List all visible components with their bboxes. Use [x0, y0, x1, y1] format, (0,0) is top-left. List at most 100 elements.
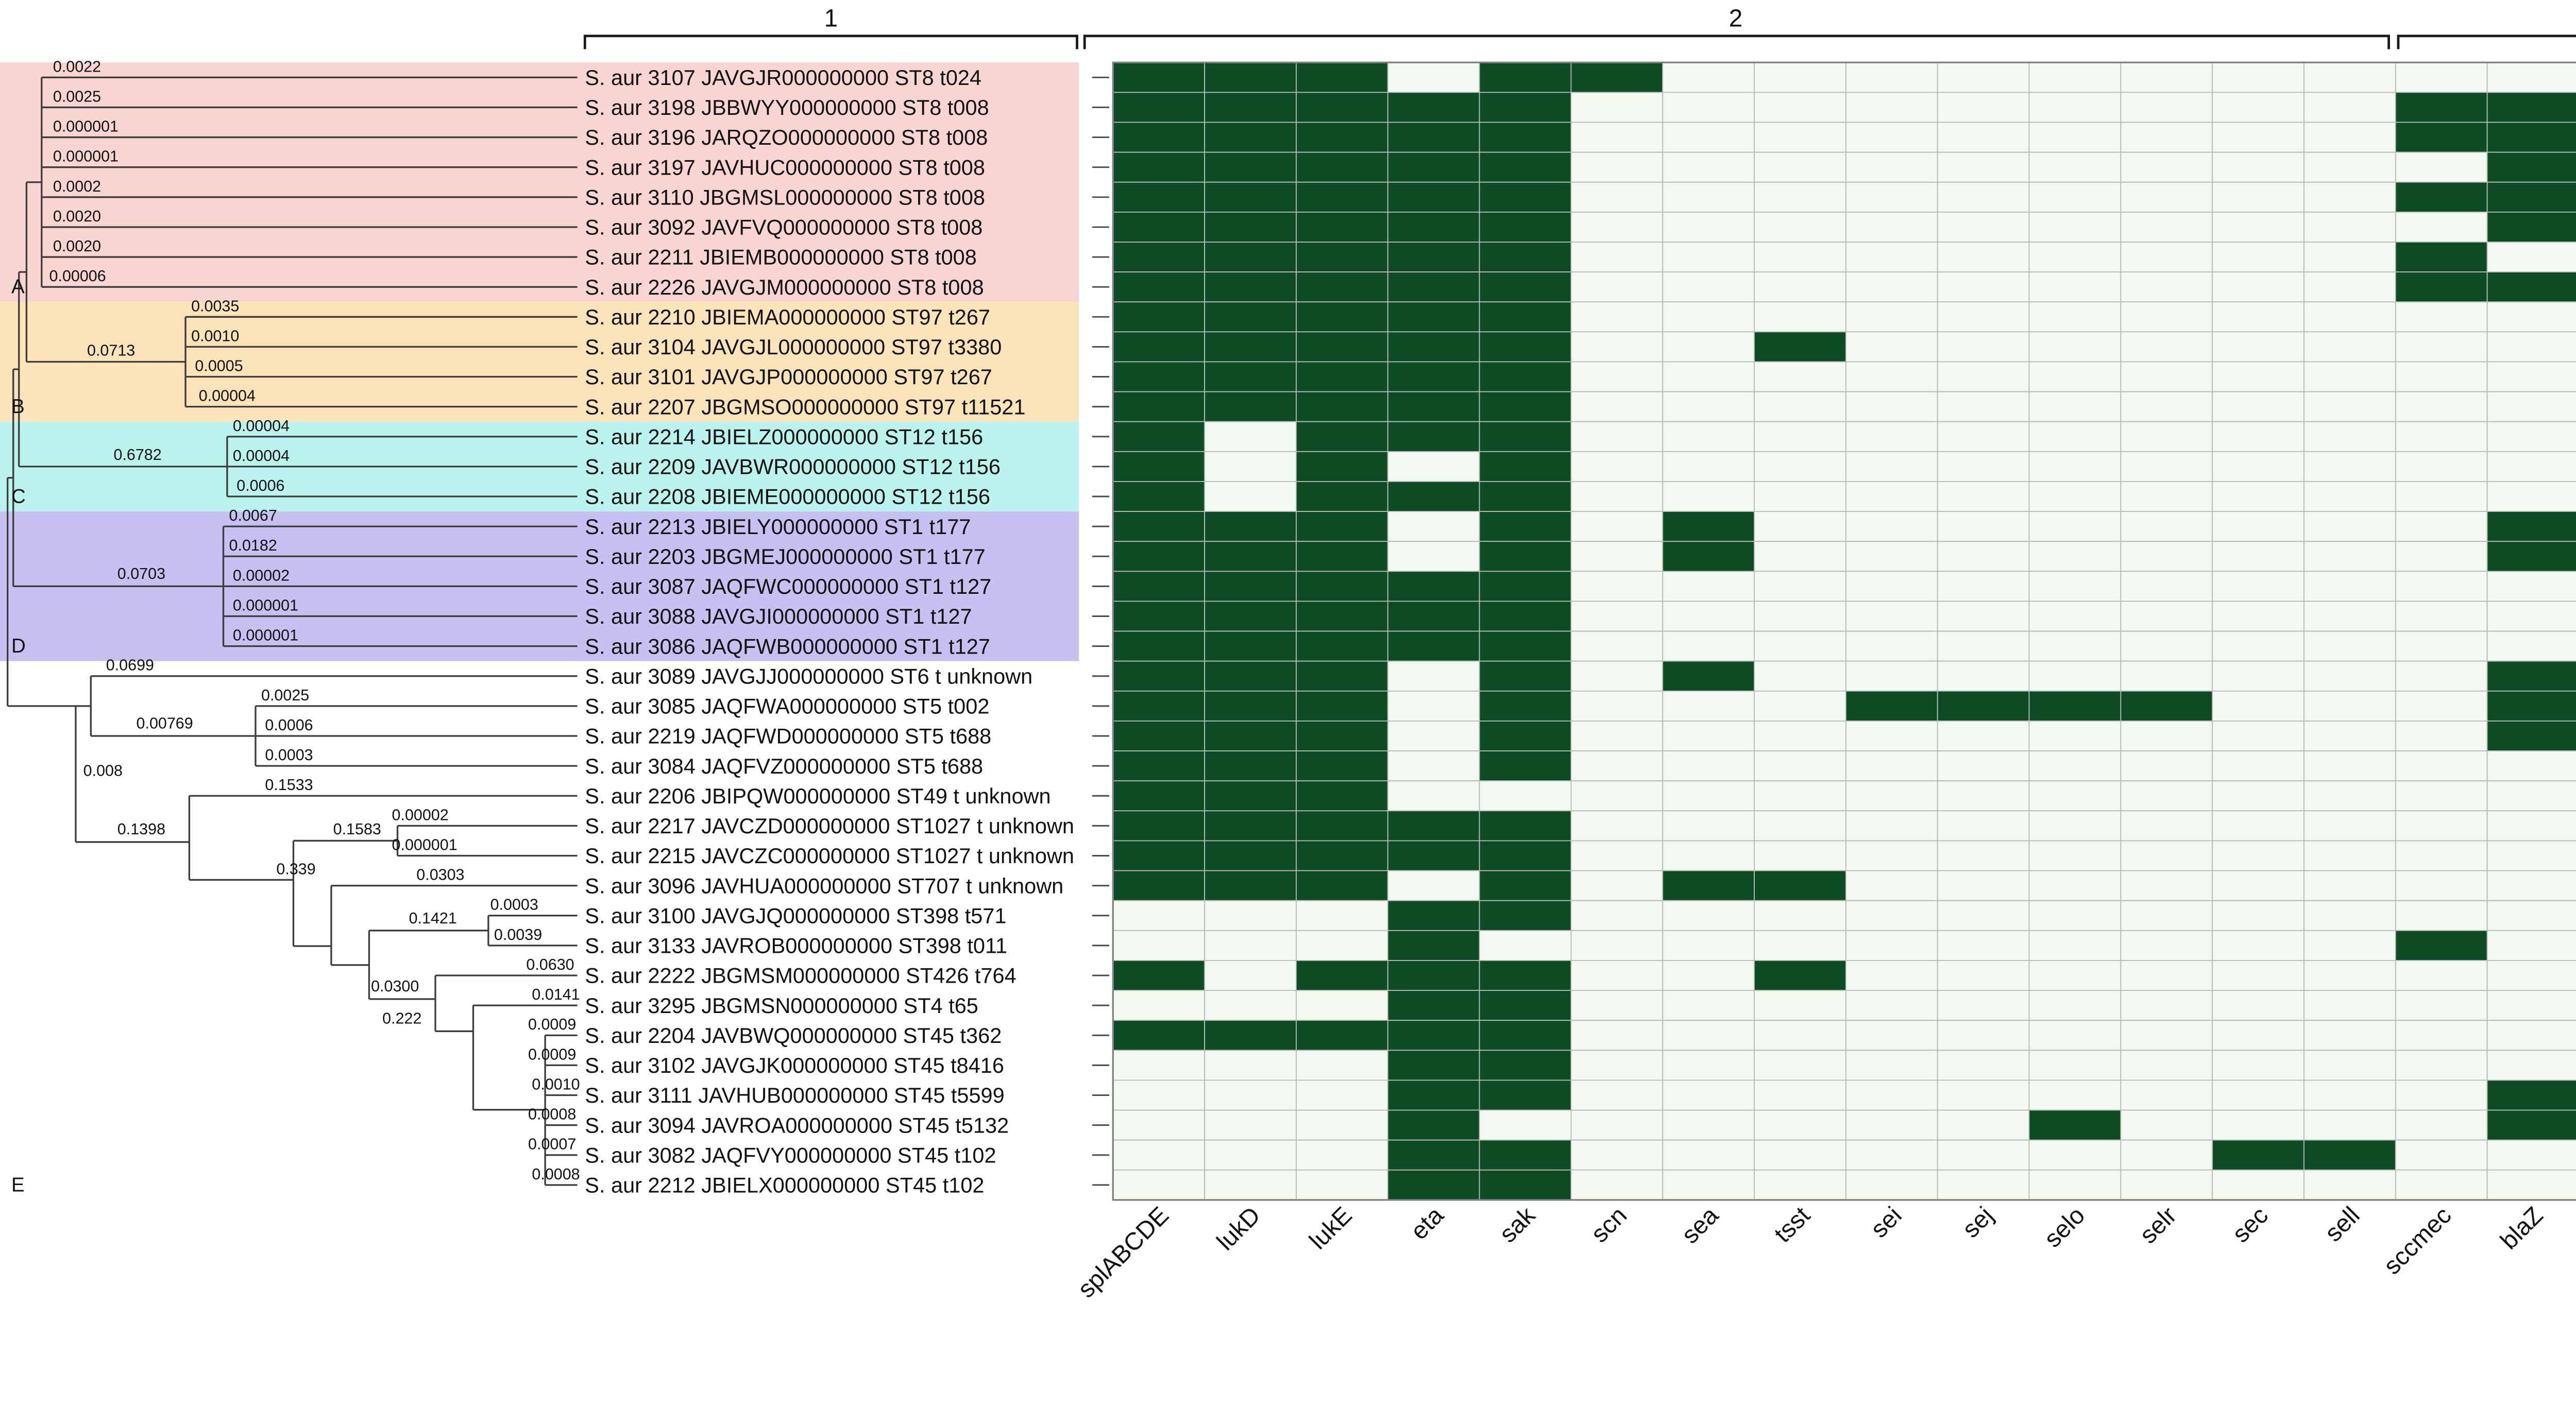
heatmap-cell — [2395, 1139, 2488, 1171]
heatmap-cell — [1662, 601, 1755, 632]
heatmap-cell — [1570, 92, 1664, 123]
branch-length-label: 0.0008 — [528, 1106, 576, 1123]
heatmap-cell — [2303, 361, 2396, 392]
heatmap-cell — [1662, 151, 1755, 183]
heatmap-cell — [1479, 960, 1572, 991]
heatmap-cell — [2028, 660, 2122, 692]
branch-length-label: 0.0182 — [229, 537, 277, 554]
heatmap-cell — [1662, 1050, 1755, 1081]
heatmap-cell — [1112, 601, 1206, 632]
heatmap-cell — [2120, 750, 2213, 782]
branch-length-label: 0.000001 — [53, 118, 118, 135]
heatmap-cell — [1662, 990, 1755, 1021]
heatmap-cell — [1296, 211, 1388, 243]
heatmap-cell — [2028, 571, 2122, 602]
heatmap-cell — [2395, 780, 2488, 812]
heatmap-cell — [1479, 990, 1572, 1021]
heatmap-cell — [1387, 660, 1480, 692]
heatmap-cell — [2028, 271, 2122, 303]
heatmap-cell — [1754, 660, 1846, 692]
heatmap-cell — [2486, 271, 2576, 303]
strain-label: S. aur 3295 JBGMSN000000000 ST4 t65 — [585, 993, 978, 1018]
heatmap-cell — [1754, 361, 1846, 392]
heatmap-cell — [1387, 511, 1480, 542]
heatmap-cell — [1845, 780, 1938, 812]
heatmap-cell — [2212, 750, 2304, 782]
heatmap-cell — [1662, 541, 1755, 572]
heatmap-cell — [1479, 211, 1572, 243]
heatmap-cell — [2120, 660, 2213, 692]
heatmap-cell — [2120, 601, 2213, 632]
heatmap-cell — [2120, 960, 2213, 991]
heatmap-cell — [1662, 1169, 1755, 1201]
heatmap-cell — [2395, 421, 2488, 452]
heatmap-cell — [1845, 301, 1938, 333]
heatmap-cell — [1204, 900, 1297, 931]
gene-presence-heatmap — [1112, 61, 2576, 1201]
heatmap-cell — [1845, 511, 1938, 542]
heatmap-cell — [2303, 630, 2396, 662]
heatmap-cell — [1662, 571, 1755, 602]
heatmap-cell — [1296, 361, 1388, 392]
heatmap-cell — [2486, 810, 2576, 842]
heatmap-cell — [1937, 451, 2030, 482]
heatmap-cell — [2028, 511, 2122, 542]
heatmap-cell — [2486, 62, 2576, 93]
heatmap-cell — [2120, 1109, 2213, 1141]
phylogenetic-tree — [7, 76, 578, 1186]
heatmap-cell — [1479, 391, 1572, 422]
heatmap-cell — [1387, 990, 1480, 1021]
heatmap-cell — [1479, 301, 1572, 333]
clade-label-C: C — [11, 486, 26, 508]
heatmap-cell — [2395, 630, 2488, 662]
section-brackets: 1 2 3 — [583, 5, 2576, 49]
branch-length-label: 0.0699 — [106, 657, 154, 674]
heatmap-cell — [2120, 1139, 2213, 1171]
heatmap-cell — [1754, 181, 1846, 213]
heatmap-cell — [1204, 1109, 1297, 1141]
heatmap-cell — [2486, 1050, 2576, 1081]
heatmap-cell — [1387, 1169, 1480, 1201]
heatmap-cell — [1845, 541, 1938, 572]
heatmap-cell — [1937, 541, 2030, 572]
gene-label-sej: sej — [1957, 1202, 1999, 1243]
heatmap-cell — [2303, 780, 2396, 812]
heatmap-cell — [2395, 1169, 2488, 1201]
branch-length-label: 0.0007 — [528, 1136, 576, 1153]
heatmap-cell — [2303, 511, 2396, 542]
heatmap-cell — [1845, 1050, 1938, 1081]
heatmap-cell — [2486, 481, 2576, 512]
heatmap-cell — [2120, 900, 2213, 931]
heatmap-cell — [2395, 92, 2488, 123]
heatmap-cell — [1662, 92, 1755, 123]
heatmap-cell — [1937, 511, 2030, 542]
heatmap-cell — [1387, 750, 1480, 782]
branch-length-label: 0.00004 — [233, 417, 290, 435]
heatmap-cell — [1937, 301, 2030, 333]
heatmap-cell — [1570, 481, 1664, 512]
heatmap-cell — [2486, 391, 2576, 422]
heatmap-cell — [1754, 242, 1846, 273]
strain-label: S. aur 3133 JAVROB000000000 ST398 t011 — [585, 934, 1007, 958]
heatmap-cell — [1937, 1020, 2030, 1051]
gene-label-eta: eta — [1405, 1202, 1449, 1245]
heatmap-cell — [1387, 92, 1480, 123]
heatmap-cell — [1387, 361, 1480, 392]
heatmap-cell — [2486, 960, 2576, 991]
heatmap-cell — [1112, 1109, 1206, 1141]
strain-label: S. aur 2206 JBIPQW000000000 ST49 t unkno… — [585, 784, 1050, 808]
heatmap-cell — [1754, 750, 1846, 782]
heatmap-cell — [2212, 1050, 2304, 1081]
heatmap-cell — [1387, 1050, 1480, 1081]
heatmap-cell — [2028, 721, 2122, 751]
heatmap-cell — [1662, 840, 1755, 871]
heatmap-cell — [2395, 660, 2488, 692]
heatmap-cell — [1296, 1109, 1388, 1141]
heatmap-cell — [1112, 900, 1206, 931]
heatmap-cell — [2028, 92, 2122, 123]
strain-name-labels: S. aur 3107 JAVGJR000000000 ST8 t024 S. a… — [585, 65, 1074, 1197]
heatmap-cell — [1387, 391, 1480, 422]
heatmap-cell — [2486, 900, 2576, 931]
heatmap-cell — [2120, 92, 2213, 123]
heatmap-cell — [2395, 810, 2488, 842]
